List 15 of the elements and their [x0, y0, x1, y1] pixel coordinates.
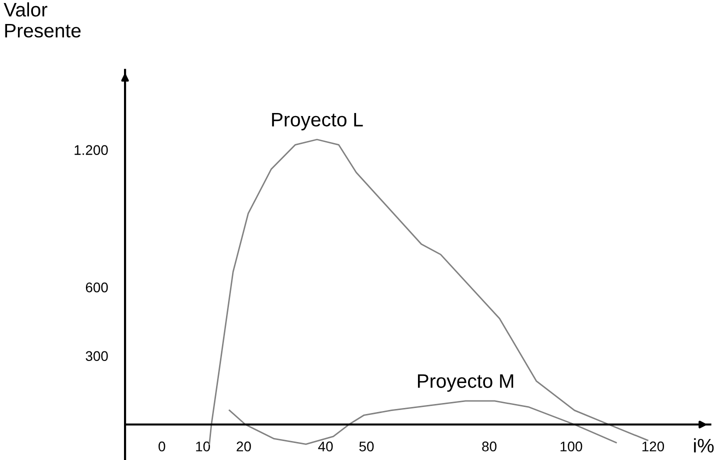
x-tick-label: 80: [482, 442, 496, 452]
series-label: Proyecto M: [418, 374, 514, 392]
x-tick-label: 50: [359, 442, 374, 452]
x-tick-label: 100: [560, 442, 582, 452]
y-tick-label: 300: [86, 351, 108, 362]
x-tick-label: 40: [318, 442, 333, 452]
y-axis-title: Valor Presente: [4, 2, 81, 38]
y-tick-label: 600: [86, 282, 108, 292]
series-label: Proyecto L: [272, 112, 363, 130]
y-tick-label: 1.200: [74, 145, 108, 155]
x-tick-label: 0: [158, 442, 166, 452]
x-tick-label: 10: [196, 442, 210, 452]
x-tick-label: 20: [236, 442, 251, 452]
x-axis-title: i%: [694, 438, 714, 452]
x-tick-label: 120: [642, 442, 664, 452]
